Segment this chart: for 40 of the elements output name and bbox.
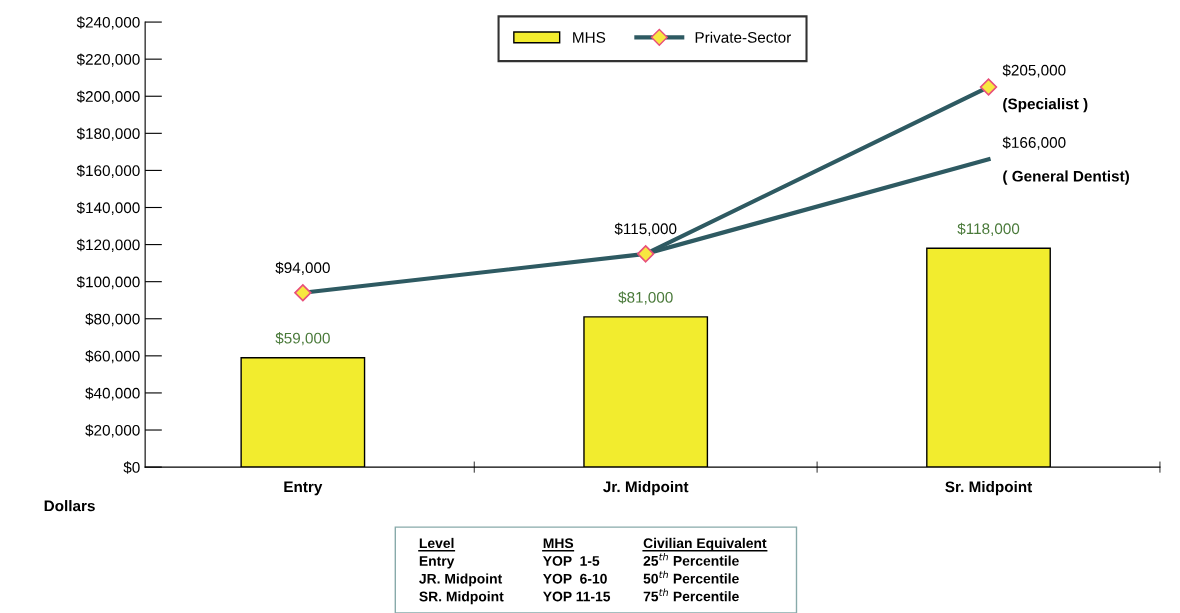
data-label: $115,000 bbox=[614, 222, 677, 236]
annotation: (Specialist ) bbox=[1003, 98, 1088, 113]
y-tick-label: $60,000 bbox=[85, 350, 140, 364]
text: SR. Midpoint bbox=[419, 591, 504, 605]
data-label: $166,000 bbox=[1002, 136, 1066, 150]
text: MHS bbox=[543, 538, 574, 549]
text: 50$^{th}$ Percentile bbox=[643, 570, 739, 584]
y-tick-label: $200,000 bbox=[76, 90, 140, 104]
y-tick-label: $20,000 bbox=[85, 424, 140, 438]
text: YOP 11-15 bbox=[543, 591, 611, 602]
data-label: $81,000 bbox=[618, 291, 673, 305]
data-label: $205,000 bbox=[1002, 64, 1066, 78]
legend-label: MHS bbox=[573, 32, 606, 43]
legend-label: Private-Sector bbox=[695, 31, 791, 43]
text: 25$^{th}$ Percentile bbox=[643, 552, 739, 566]
annotation: ( General Dentist) bbox=[1003, 170, 1129, 185]
y-tick-label: $160,000 bbox=[76, 164, 140, 178]
text: JR. Midpoint bbox=[419, 573, 503, 587]
data-label: $59,000 bbox=[275, 332, 330, 346]
y-tick-label: $80,000 bbox=[85, 312, 140, 327]
x-tick-label: Sr. Midpoint bbox=[945, 480, 1033, 496]
y-tick-label: $100,000 bbox=[76, 275, 140, 290]
y-tick-label: $0 bbox=[123, 461, 140, 474]
y-tick-label: $120,000 bbox=[76, 238, 140, 253]
text: Civilian Equivalent bbox=[643, 537, 767, 551]
y-tick-label: $220,000 bbox=[76, 53, 140, 67]
y-tick-label: $140,000 bbox=[76, 201, 140, 215]
x-tick-label: Entry bbox=[284, 481, 323, 496]
y-tick-label: $180,000 bbox=[76, 127, 140, 141]
y-axis-title: Dollars bbox=[44, 500, 95, 512]
text: Level bbox=[419, 537, 454, 549]
y-tick-label: $240,000 bbox=[76, 16, 140, 30]
text: Entry bbox=[419, 556, 455, 569]
text: YOP 6-10 bbox=[543, 573, 607, 584]
data-label: $118,000 bbox=[957, 222, 1020, 236]
text: YOP 1-5 bbox=[543, 556, 600, 566]
y-tick-label: $40,000 bbox=[85, 387, 140, 401]
text: 75$^{th}$ Percentile bbox=[643, 588, 739, 602]
data-label: $94,000 bbox=[275, 261, 330, 275]
x-tick-label: Jr. Midpoint bbox=[603, 480, 689, 496]
